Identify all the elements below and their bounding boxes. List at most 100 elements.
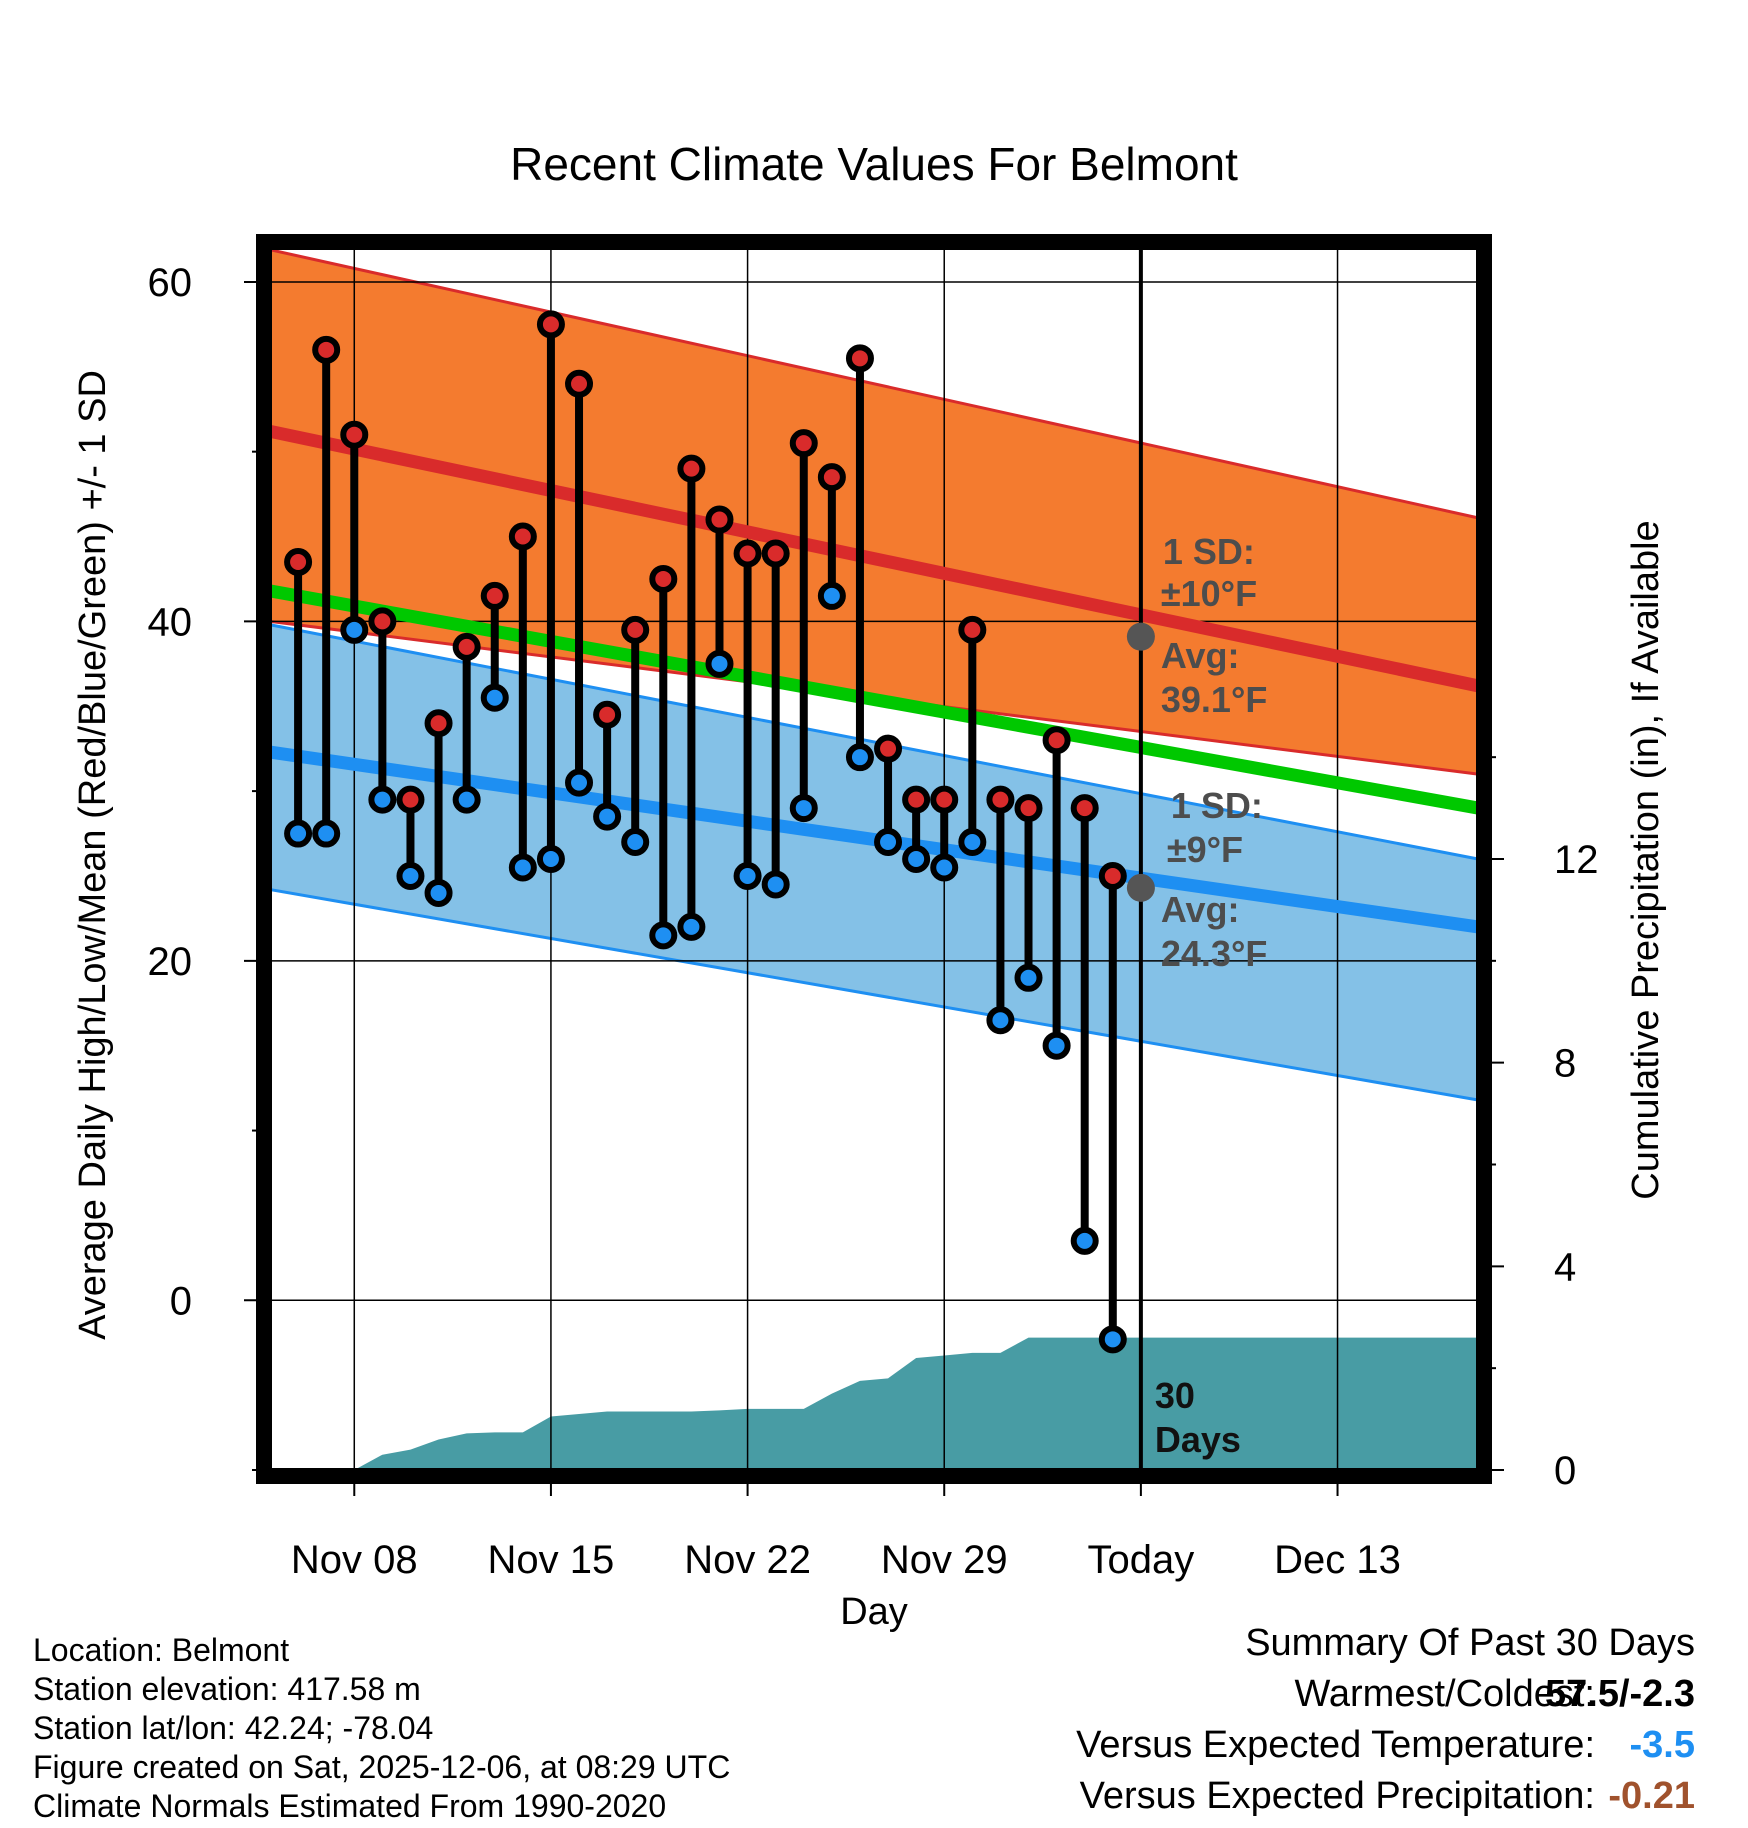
low-lower-edge <box>269 888 1479 1102</box>
low-point <box>536 845 565 873</box>
low-point <box>1070 1226 1099 1255</box>
low-point <box>621 828 650 857</box>
summary-temp-label: Versus Expected Temperature: <box>1076 1724 1595 1766</box>
high-point <box>593 700 622 729</box>
low-point <box>480 683 509 712</box>
low-point <box>396 861 425 890</box>
low-point <box>1042 1031 1071 1060</box>
left-tick-label: 40 <box>148 600 193 644</box>
low-point <box>817 581 846 610</box>
high-sd-label: 1 SD: <box>1163 531 1255 572</box>
high-point <box>284 547 313 576</box>
summary-precip-label: Versus Expected Precipitation: <box>1079 1775 1595 1817</box>
right-tick-label: 4 <box>1554 1245 1576 1289</box>
low-point <box>930 853 959 882</box>
right-tick-label: 12 <box>1554 838 1599 882</box>
low-point <box>368 785 397 814</box>
low-sd-band <box>270 624 1478 1101</box>
high-point <box>424 709 453 738</box>
high-point <box>902 785 931 814</box>
low-point <box>789 794 818 823</box>
high-point <box>930 785 959 814</box>
high-point <box>565 369 594 398</box>
y-axis-label: Average Daily High/Low/Mean (Red/Blue/Gr… <box>72 370 114 1340</box>
x-tick-label: Today <box>1088 1538 1195 1582</box>
low-point <box>874 828 903 857</box>
x-tick-label: Nov 22 <box>684 1538 811 1582</box>
y-axis-right-label: Cumulative Precipitation (in), If Availa… <box>1625 520 1667 1199</box>
high-point <box>761 539 790 568</box>
low-point <box>677 912 706 941</box>
high-point <box>649 564 678 593</box>
high-point <box>986 785 1015 814</box>
low-point <box>845 743 874 772</box>
info-location: Location: Belmont <box>33 1632 290 1668</box>
low-point <box>986 1006 1015 1035</box>
low-sd-value: ±9°F <box>1167 829 1243 870</box>
info-latlon: Station lat/lon: 42.24; -78.04 <box>33 1710 434 1746</box>
low-avg-line <box>269 745 1479 934</box>
x-tick-label: Nov 15 <box>488 1538 615 1582</box>
low-point <box>958 828 987 857</box>
high-point <box>340 420 369 449</box>
low-avg-label: Avg: <box>1161 889 1240 930</box>
low-avg-value: 24.3°F <box>1161 933 1267 974</box>
mean-avg-line <box>268 584 1480 815</box>
right-tick-label: 8 <box>1554 1042 1576 1086</box>
chart-title: Recent Climate Values For Belmont <box>510 138 1238 190</box>
low-point <box>452 785 481 814</box>
high-avg-line <box>268 424 1480 693</box>
high-point <box>536 310 565 339</box>
info-normals: Climate Normals Estimated From 1990-2020 <box>33 1788 667 1824</box>
low-point <box>902 845 931 873</box>
high-point <box>789 429 818 458</box>
left-tick-label: 20 <box>148 940 193 984</box>
high-point <box>1070 794 1099 823</box>
high-point <box>312 335 341 364</box>
summary-warm-cold-value: 57.5/-2.3 <box>1545 1673 1695 1715</box>
high-avg-label: Avg: <box>1161 635 1240 676</box>
low-point <box>705 649 734 678</box>
info-elevation: Station elevation: 417.58 m <box>33 1671 421 1707</box>
high-avg-value: 39.1°F <box>1161 679 1267 720</box>
high-point <box>396 785 425 814</box>
low-upper-edge <box>269 623 1479 861</box>
high-sd-value: ±10°F <box>1161 573 1257 614</box>
high-point <box>874 734 903 763</box>
high-point <box>508 522 537 551</box>
high-point <box>1098 861 1127 890</box>
x-tick-label: Nov 08 <box>291 1538 418 1582</box>
window-days-number: 30 <box>1155 1375 1195 1416</box>
high-point <box>1014 794 1043 823</box>
low-point <box>508 853 537 882</box>
high-point <box>480 581 509 610</box>
high-point <box>958 615 987 644</box>
high-point <box>1042 726 1071 755</box>
window-days-label: Days <box>1155 1419 1241 1460</box>
summary-warm-cold-label: Warmest/Coldest: <box>1294 1673 1595 1715</box>
today-low-avg-marker <box>1126 873 1155 902</box>
precip-area <box>354 1337 1479 1470</box>
summary-temp-value: -3.5 <box>1629 1724 1695 1766</box>
low-point <box>649 921 678 950</box>
low-point <box>761 870 790 899</box>
low-point <box>340 615 369 644</box>
today-high-avg-marker <box>1126 622 1155 651</box>
low-point <box>284 819 313 848</box>
high-point <box>705 505 734 534</box>
high-point <box>845 344 874 373</box>
summary-precip-value: -0.21 <box>1608 1775 1695 1817</box>
high-upper-edge <box>269 248 1479 520</box>
low-point <box>593 802 622 831</box>
x-axis-label: Day <box>840 1591 908 1633</box>
high-point <box>452 632 481 661</box>
left-tick-label: 60 <box>148 261 193 305</box>
x-tick-label: Dec 13 <box>1274 1538 1401 1582</box>
high-point <box>621 615 650 644</box>
low-point <box>565 768 594 797</box>
low-point <box>733 861 762 890</box>
left-tick-label: 0 <box>170 1279 192 1323</box>
x-tick-label: Nov 29 <box>881 1538 1008 1582</box>
